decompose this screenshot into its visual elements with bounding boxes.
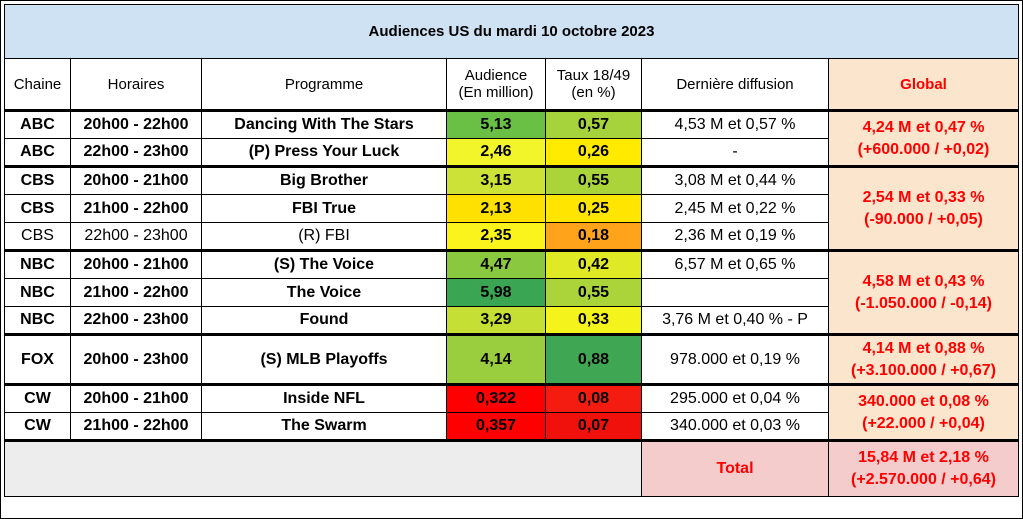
cell-taux: 0,18 [545,222,642,251]
cell-taux: 0,55 [545,278,642,307]
cell-taux: 0,57 [545,109,642,139]
cell-taux: 0,88 [545,333,642,385]
cell-derniere: 978.000 et 0,19 % [641,333,829,385]
header-audience: Audience (En million) [446,58,546,111]
cell-horaires: 22h00 - 23h00 [70,138,202,167]
cell-audience: 4,47 [446,249,546,279]
cell-taux: 0,26 [545,138,642,167]
cell-programme: Inside NFL [201,383,447,413]
cell-derniere: 2,45 M et 0,22 % [641,194,829,223]
cell-derniere: 295.000 et 0,04 % [641,383,829,413]
cell-audience: 0,357 [446,412,546,441]
cell-chaine: CBS [4,222,71,251]
cell-programme: Dancing With The Stars [201,109,447,139]
header-global: Global [828,58,1019,111]
cell-horaires: 21h00 - 22h00 [70,194,202,223]
cell-horaires: 22h00 - 23h00 [70,222,202,251]
cell-programme: (S) MLB Playoffs [201,333,447,385]
cell-programme: Big Brother [201,165,447,195]
cell-horaires: 20h00 - 21h00 [70,165,202,195]
header-derniere-diffusion: Dernière diffusion [641,58,829,111]
total-row: Total 15,84 M et 2,18 % (+2.570.000 / +0,… [4,439,1019,497]
cell-derniere: - [641,138,829,167]
cell-taux: 0,55 [545,165,642,195]
cell-derniere: 340.000 et 0,03 % [641,412,829,441]
global-abc: 4,24 M et 0,47 % (+600.000 / +0,02) [828,109,1019,167]
cell-programme: (R) FBI [201,222,447,251]
cell-chaine: CW [4,412,71,441]
header-horaires: Horaires [70,58,202,111]
cell-audience: 3,29 [446,306,546,335]
table-row: FOX 20h00 - 23h00 (S) MLB Playoffs 4,14 … [4,333,1019,385]
cell-programme: The Voice [201,278,447,307]
global-fox: 4,14 M et 0,88 % (+3.100.000 / +0,67) [828,333,1019,385]
cell-taux: 0,08 [545,383,642,413]
table-row: CW 20h00 - 21h00 Inside NFL 0,322 0,08 2… [4,383,1019,441]
header-chaine: Chaine [4,58,71,111]
cell-programme: Found [201,306,447,335]
cell-chaine: FOX [4,333,71,385]
cell-horaires: 20h00 - 23h00 [70,333,202,385]
cell-chaine: ABC [4,109,71,139]
cell-audience: 2,46 [446,138,546,167]
cell-derniere [641,278,829,307]
header-programme: Programme [201,58,447,111]
cell-taux: 0,07 [545,412,642,441]
cell-horaires: 20h00 - 21h00 [70,383,202,413]
cell-derniere: 4,53 M et 0,57 % [641,109,829,139]
table-row: NBC 20h00 - 21h00 (S) The Voice 4,47 0,4… [4,249,1019,335]
cell-taux: 0,33 [545,306,642,335]
cell-programme: (S) The Voice [201,249,447,279]
cell-taux: 0,25 [545,194,642,223]
cell-horaires: 21h00 - 22h00 [70,412,202,441]
table-row: ABC 22h00 - 23h00 (P) Press Your Luck 2,… [4,138,1019,167]
cell-horaires: 22h00 - 23h00 [70,306,202,335]
global-cw: 340.000 et 0,08 % (+22.000 / +0,04) [828,383,1019,441]
cell-chaine: ABC [4,138,71,167]
cell-audience: 5,98 [446,278,546,307]
table-row: ABC 20h00 - 22h00 Dancing With The Stars… [4,109,1019,167]
cell-audience: 2,35 [446,222,546,251]
cell-chaine: NBC [4,278,71,307]
table-row: CBS 21h00 - 22h00 FBI True 2,13 0,25 2,4… [4,194,1019,223]
cell-horaires: 20h00 - 22h00 [70,109,202,139]
table-row: CBS 20h00 - 21h00 Big Brother 3,15 0,55 … [4,165,1019,251]
total-value: 15,84 M et 2,18 % (+2.570.000 / +0,64) [828,439,1019,497]
global-cbs: 2,54 M et 0,33 % (-90.000 / +0,05) [828,165,1019,251]
cell-audience: 3,15 [446,165,546,195]
total-label: Total [641,439,829,497]
cell-chaine: CW [4,383,71,413]
cell-derniere: 2,36 M et 0,19 % [641,222,829,251]
cell-derniere: 3,76 M et 0,40 % - P [641,306,829,335]
cell-programme: FBI True [201,194,447,223]
cell-horaires: 20h00 - 21h00 [70,249,202,279]
footer-empty-area [4,439,642,497]
table-row: CW 21h00 - 22h00 The Swarm 0,357 0,07 34… [4,412,1019,441]
cell-derniere: 3,08 M et 0,44 % [641,165,829,195]
cell-chaine: NBC [4,249,71,279]
cell-chaine: NBC [4,306,71,335]
header-taux: Taux 18/49 (en %) [545,58,642,111]
header-row: Chaine Horaires Programme Audience (En mi… [4,58,1019,111]
cell-chaine: CBS [4,165,71,195]
table-title: Audiences US du mardi 10 octobre 2023 [4,4,1019,59]
cell-audience: 4,14 [446,333,546,385]
table-row: NBC 21h00 - 22h00 The Voice 5,98 0,55 [4,278,1019,307]
audience-table: Audiences US du mardi 10 octobre 2023 Ch… [4,4,1019,497]
cell-derniere: 6,57 M et 0,65 % [641,249,829,279]
cell-taux: 0,42 [545,249,642,279]
cell-chaine: CBS [4,194,71,223]
cell-horaires: 21h00 - 22h00 [70,278,202,307]
cell-programme: (P) Press Your Luck [201,138,447,167]
cell-audience: 2,13 [446,194,546,223]
global-nbc: 4,58 M et 0,43 % (-1.050.000 / -0,14) [828,249,1019,335]
cell-audience: 0,322 [446,383,546,413]
cell-audience: 5,13 [446,109,546,139]
cell-programme: The Swarm [201,412,447,441]
